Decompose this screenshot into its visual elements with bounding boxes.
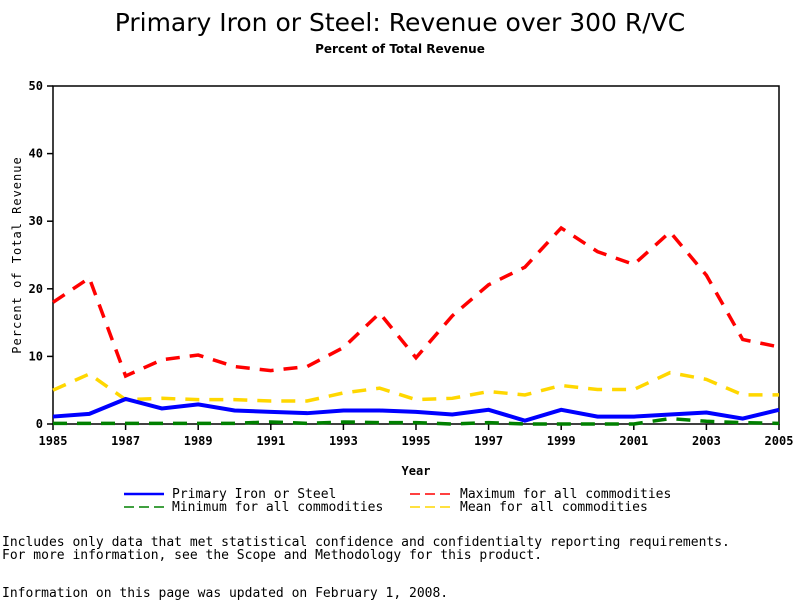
series-line-0 — [53, 399, 779, 421]
y-tick-label: 10 — [29, 349, 43, 363]
series-line-3 — [53, 373, 779, 401]
y-tick-label: 40 — [29, 147, 43, 161]
x-axis-label: Year — [402, 464, 431, 478]
x-tick-label: 2005 — [765, 434, 794, 448]
series-line-1 — [53, 228, 779, 376]
series-line-2 — [53, 419, 779, 424]
legend-label-minimum: Minimum for all commodities — [172, 500, 383, 515]
y-tick-label: 20 — [29, 282, 43, 296]
x-tick-label: 1991 — [256, 434, 285, 448]
y-tick-label: 0 — [36, 417, 43, 431]
legend-label-mean: Mean for all commodities — [460, 500, 648, 515]
y-tick-label: 30 — [29, 214, 43, 228]
x-tick-label: 1999 — [547, 434, 576, 448]
x-tick-label: 1989 — [184, 434, 213, 448]
x-tick-label: 2003 — [692, 434, 721, 448]
x-tick-label: 2001 — [619, 434, 648, 448]
x-tick-label: 1985 — [39, 434, 68, 448]
x-tick-label: 1997 — [474, 434, 503, 448]
note-methodology: For more information, see the Scope and … — [2, 548, 542, 563]
y-tick-label: 50 — [29, 79, 43, 93]
y-axis-label: Percent of Total Revenue — [10, 156, 24, 353]
x-tick-label: 1987 — [111, 434, 140, 448]
x-tick-label: 1993 — [329, 434, 358, 448]
x-tick-label: 1995 — [402, 434, 431, 448]
note-updated: Information on this page was updated on … — [2, 586, 448, 601]
